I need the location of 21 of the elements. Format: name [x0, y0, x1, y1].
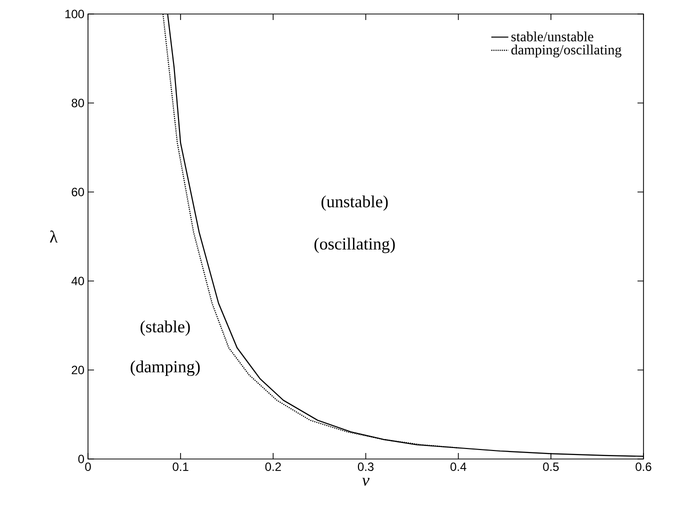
y-tick-label: 60 [72, 188, 84, 196]
x-tick-label: 0.2 [265, 462, 281, 471]
x-tick-label: 0 [85, 462, 91, 471]
legend-label: stable/unstable [511, 32, 594, 42]
x-tick-label: 0.6 [636, 462, 652, 471]
y-axis-title: λ [50, 230, 58, 242]
y-tick-label: 20 [72, 366, 84, 374]
annotation: (oscillating) [314, 238, 395, 254]
x-axis-title: v [362, 478, 370, 486]
x-tick-label: 0.1 [172, 462, 188, 471]
annotation: (stable) [140, 320, 190, 336]
y-tick-label: 0 [78, 454, 84, 464]
y-tick-label: 100 [65, 10, 84, 18]
y-tick-label: 80 [72, 98, 84, 108]
x-tick-label: 0.4 [450, 462, 466, 471]
annotation: (unstable) [322, 195, 388, 211]
annotation: (damping) [130, 360, 200, 376]
y-tick-label: 40 [71, 276, 84, 286]
x-tick-label: 0.3 [358, 462, 374, 471]
x-tick-label: 0.5 [543, 462, 559, 471]
legend-label: damping/oscillating [511, 44, 622, 58]
